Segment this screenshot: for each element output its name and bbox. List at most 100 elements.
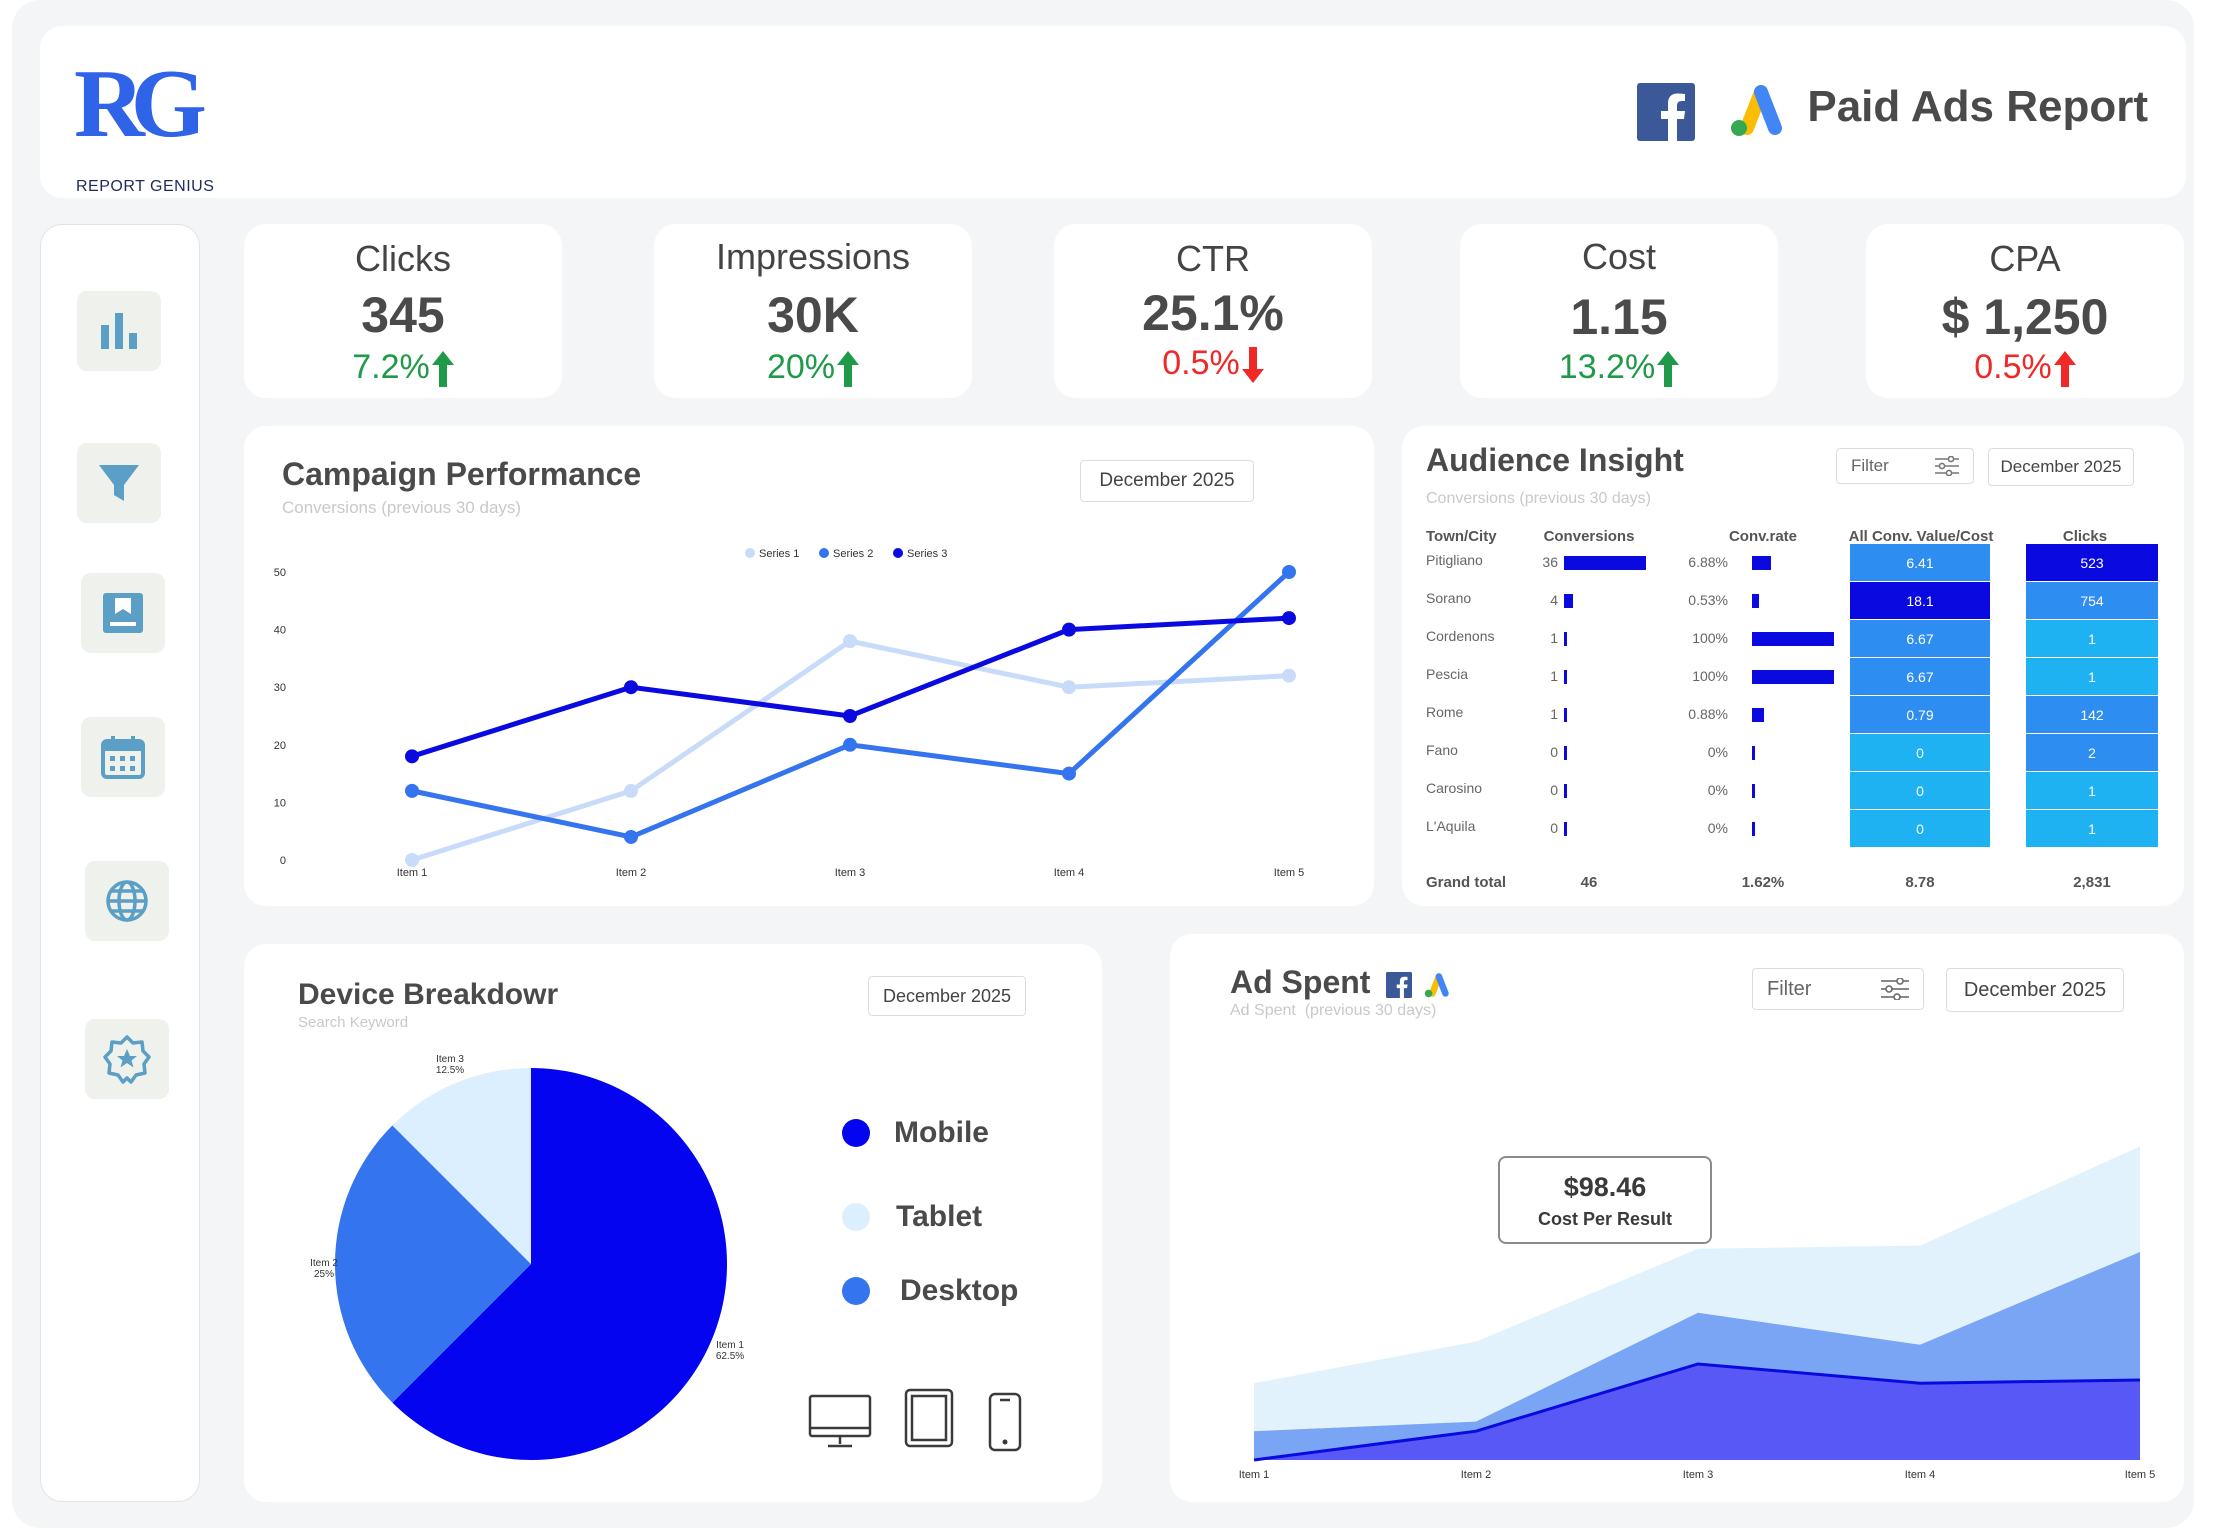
conv-rate-bar (1752, 556, 1772, 570)
phone-icon (988, 1392, 1022, 1452)
y-tick-label: 40 (274, 625, 286, 637)
data-point (1062, 622, 1076, 637)
campaign-performance-panel: Campaign Performance Conversions (previo… (244, 426, 1374, 906)
city-cell: Cordenons (1426, 628, 1495, 644)
panel-title: Ad Spent (1230, 964, 1371, 1000)
kpi-title: Clicks (355, 238, 451, 279)
cost-per-result-callout: $98.46 Cost Per Result (1498, 1156, 1712, 1244)
conv-rate-value: 0.53% (1688, 592, 1728, 608)
legend-swatch (842, 1203, 870, 1231)
bookmark-icon (103, 593, 143, 633)
sidebar-item-badges[interactable] (85, 1019, 169, 1099)
city-cell: Sorano (1426, 590, 1472, 606)
kpi-value: $ 1,250 (1941, 289, 2109, 345)
legend-swatch (893, 548, 903, 558)
value-cost-cell: 6.41 (1850, 544, 1990, 581)
panel-title: Campaign Performance (282, 456, 642, 492)
conversions-bar (1564, 822, 1567, 836)
ad-spent-panel: Ad Spent Ad Spent (previous 30 days) Fil… (1170, 934, 2184, 1502)
sliders-icon (1935, 456, 1959, 476)
city-cell: Pescia (1426, 666, 1469, 682)
city-cell: L'Aquila (1426, 818, 1476, 834)
kpi-delta: 20% (654, 348, 972, 387)
legend-item-mobile: Mobile (842, 1116, 989, 1150)
area-series-line (1253, 1362, 2141, 1462)
conv-rate-value: 100% (1692, 630, 1728, 646)
campaign-line-chart: 0 10 20 30 40 50 Item 1 Item 2 Item 3 Item 4 Item … (274, 548, 1304, 879)
clicks-cell: 1 (2026, 658, 2158, 695)
filter-label: Filter (1851, 456, 1889, 475)
date-selector[interactable]: December 2025 (1080, 460, 1254, 502)
y-tick-label: 20 (274, 740, 286, 752)
x-tick-label: Item 2 (616, 867, 647, 879)
brand-name: REPORT GENIUS (76, 178, 215, 195)
grand-total-label: Grand total (1426, 874, 1507, 891)
data-point (843, 709, 857, 723)
conversions-value: 0 (1550, 782, 1558, 798)
conversions-bar (1564, 632, 1567, 646)
sidebar-item-global[interactable] (85, 861, 169, 941)
clicks-cell: 754 (2026, 582, 2158, 619)
google-ads-icon (1725, 78, 1789, 142)
conv-rate-bar (1752, 822, 1755, 836)
facebook-icon (1637, 83, 1695, 141)
date-selector[interactable]: December 2025 (868, 976, 1026, 1016)
grand-total-clicks: 2,831 (2073, 874, 2111, 891)
conv-rate-bar (1752, 632, 1834, 646)
x-tick-label: Item 2 (1461, 1469, 1492, 1481)
sidebar-item-bookmarks[interactable] (81, 573, 165, 653)
value-cost-cell: 0 (1850, 772, 1990, 809)
callout-value: $98.46 (1563, 1172, 1647, 1202)
panel-subtitle: Conversions (previous 30 days) (282, 498, 522, 517)
value-cost-cell: 6.67 (1850, 658, 1990, 695)
conv-rate-value: 6.88% (1688, 554, 1728, 570)
sidebar-item-filter[interactable] (77, 443, 161, 523)
x-tick-label: Item 1 (1239, 1469, 1270, 1481)
ad-spent-area-chart: Item 1 Item 2 Item 3 Item 4 Item 5 (1239, 1146, 2155, 1481)
sidebar (40, 224, 200, 1502)
x-tick-label: Item 1 (397, 867, 428, 879)
date-selector[interactable]: December 2025 (1946, 968, 2124, 1012)
filter-button[interactable]: Filter (1752, 968, 1924, 1010)
conversions-value: 1 (1550, 668, 1558, 684)
grand-total-value: 8.78 (1905, 874, 1935, 891)
conversions-value: 0 (1550, 820, 1558, 836)
conv-rate-bar (1752, 708, 1765, 722)
value-cost-cell: 0 (1850, 810, 1990, 847)
date-selector[interactable]: December 2025 (1988, 448, 2134, 486)
kpi-card-cpa: CPA $ 1,250 0.5% (1866, 224, 2184, 398)
brand-logo[interactable]: RG REPORT GENIUS (74, 50, 224, 195)
filter-label: Filter (1767, 977, 1812, 1000)
kpi-delta: 7.2% (244, 348, 562, 387)
data-point (1282, 611, 1296, 626)
slice-percent-label: 62.5% (716, 1351, 744, 1362)
sidebar-item-calendar[interactable] (81, 717, 165, 797)
conv-rate-bar (1752, 784, 1755, 798)
kpi-title: Impressions (715, 236, 911, 277)
panel-subtitle: Conversions (previous 30 days) (1426, 490, 1651, 507)
data-point (624, 680, 638, 695)
table-header: Conversions (1543, 528, 1635, 545)
value-cost-cell: 0.79 (1850, 696, 1990, 733)
sidebar-item-reports[interactable] (77, 291, 161, 371)
legend-item-desktop: Desktop (842, 1274, 1018, 1308)
data-point (405, 853, 419, 867)
conversions-value: 36 (1542, 554, 1558, 570)
conv-rate-bar (1752, 670, 1834, 684)
conv-rate-value: 0% (1707, 744, 1728, 760)
conv-rate-bar (1752, 594, 1760, 608)
legend-swatch (745, 548, 755, 558)
kpi-card-clicks: Clicks 345 7.2% (244, 224, 562, 398)
arrow-up-icon (2053, 351, 2076, 387)
tablet-icon (904, 1388, 954, 1448)
filter-button[interactable]: Filter (1836, 448, 1974, 484)
conversions-bar (1564, 556, 1646, 570)
table-header: Clicks (2062, 528, 2108, 545)
kpi-delta: 13.2% (1460, 348, 1778, 387)
conversions-bar (1564, 746, 1567, 760)
kpi-value: 25.1% (1142, 285, 1284, 341)
legend-label: Series 1 (759, 548, 799, 560)
pie-slice (392, 1068, 727, 1460)
globe-icon (106, 880, 148, 922)
arrow-up-icon (1657, 351, 1680, 387)
